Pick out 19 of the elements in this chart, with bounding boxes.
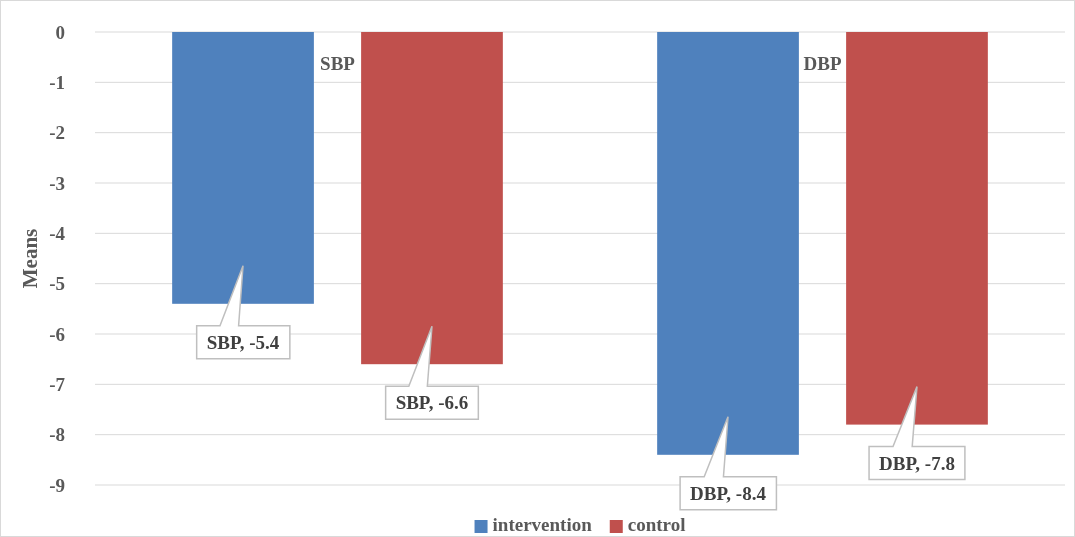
x-tick-label: DBP — [803, 53, 842, 74]
y-tick-label: -3 — [49, 172, 65, 194]
y-tick-label: -6 — [49, 323, 65, 345]
legend-label: control — [627, 514, 686, 535]
x-tick-label: SBP — [320, 53, 356, 74]
y-tick-label: 0 — [55, 21, 65, 43]
y-tick-label: -1 — [49, 71, 65, 93]
y-tick-label: -2 — [49, 122, 65, 144]
y-tick-label: -7 — [49, 373, 66, 395]
y-tick-label: -4 — [49, 222, 66, 244]
y-tick-label: -9 — [49, 474, 65, 496]
y-axis-title: Means — [18, 228, 42, 289]
y-tick-label: -8 — [49, 424, 65, 446]
data-label: DBP, -8.4 — [690, 482, 767, 504]
data-label: SBP, -5.4 — [206, 331, 280, 353]
legend-label: intervention — [492, 514, 593, 535]
data-label: SBP, -6.6 — [395, 392, 469, 414]
y-tick-label: -5 — [49, 273, 65, 295]
data-label: DBP, -7.8 — [879, 452, 955, 474]
